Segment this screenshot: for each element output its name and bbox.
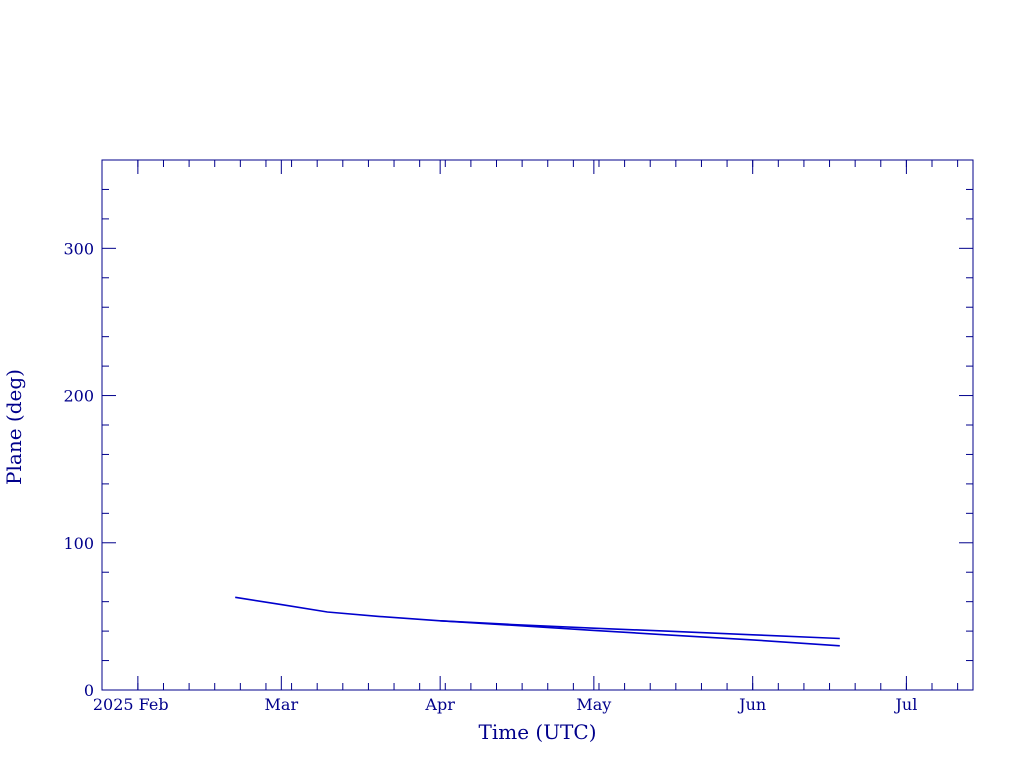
x-axis-label: Time (UTC): [479, 720, 597, 744]
series-line-1: [235, 596, 840, 640]
x-tick-label: May: [576, 695, 611, 714]
x-tick-label: Jul: [893, 695, 917, 714]
plot-frame: [101, 159, 974, 691]
y-tick-label: 0: [84, 681, 94, 700]
x-tick-label: Mar: [265, 695, 299, 714]
series-line-2: [440, 620, 840, 647]
y-axis-label: Plane (deg): [2, 369, 26, 485]
y-tick-label: 300: [63, 239, 94, 258]
y-tick-label: 200: [63, 387, 94, 406]
x-tick-label: Apr: [424, 695, 455, 714]
x-tick-label: Jun: [737, 695, 766, 714]
x-tick-label: 2025 Feb: [93, 695, 169, 714]
y-tick-label: 100: [63, 534, 94, 553]
